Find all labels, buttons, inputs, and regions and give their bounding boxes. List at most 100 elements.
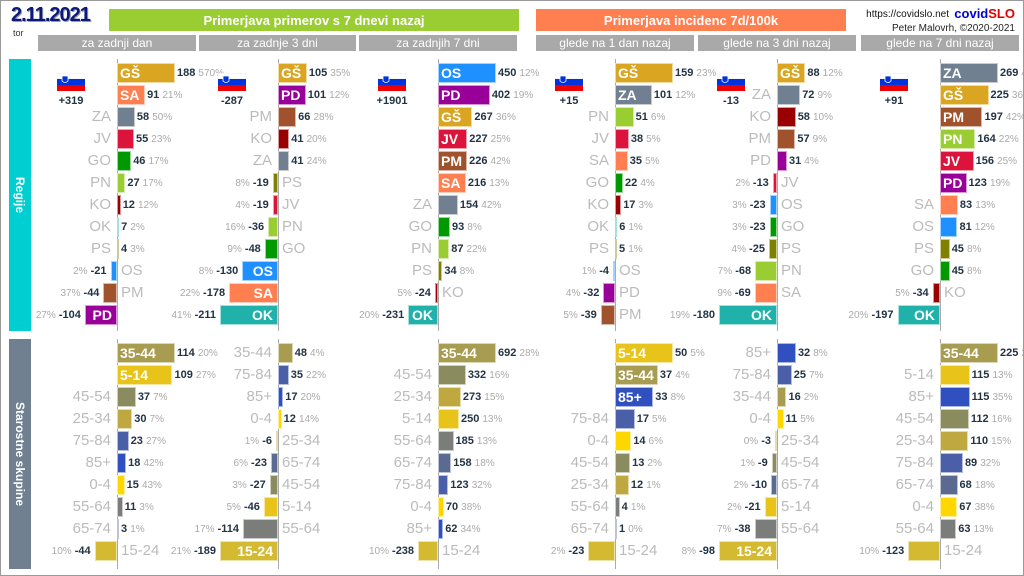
region-bar [438,173,466,193]
value: 115 [971,391,990,403]
age-bar [777,343,796,363]
age-bar [615,519,617,539]
value-label: 5% -24 [398,283,431,304]
value: 32 [797,347,811,359]
value-label: 188 570% [177,63,224,84]
value-label: 164 22% [977,129,1018,150]
value: 17 [285,391,298,403]
age-bar [754,519,777,539]
region-bar [940,173,967,193]
region-bar [615,239,617,259]
value-label: 21% -189 [171,541,216,562]
value: 89 [964,457,978,469]
age-bar [243,519,278,539]
age-bar [615,343,673,363]
region-bar [600,305,615,325]
value-label: 35 22% [291,365,326,386]
category-label: KO [442,284,464,301]
value-label: 68 18% [960,475,995,496]
category-label: 55-64 [72,498,111,515]
age-bar [438,519,444,539]
region-bar [615,195,622,215]
value-label: 4% -25 [732,239,765,260]
author: Peter Malovrh, ©2020-2021 [892,23,1015,34]
value: -27 [249,479,266,491]
age-bar [588,541,615,561]
percent-change: 42% [143,458,164,469]
value-label: 93 8% [452,217,482,238]
age-bar [269,475,278,495]
value: 30 [134,413,147,425]
percent-change: 17% [142,178,163,189]
axis-line [777,59,778,331]
bar-label: JV [441,131,459,147]
age-bar [117,519,119,539]
value: 46 [133,155,146,167]
percent-change: 36% [1011,90,1024,101]
age-bar [777,387,787,407]
percent-change: 13% [975,200,996,211]
value: 227 [469,133,488,145]
age-bar [940,365,970,385]
category-label: 15-24 [121,542,160,559]
age-bar [615,409,635,429]
category-label: 65-74 [282,454,321,471]
value-label: 81 12% [959,217,994,238]
category-label: 55-64 [282,520,321,537]
value: 197 [984,111,1003,123]
value: 450 [498,67,517,79]
value-label: 216 13% [468,173,509,194]
value-label: 16 2% [788,387,818,408]
age-bar [775,431,777,451]
percent-change: 8% [459,266,475,277]
value-label: 9% -48 [227,239,260,260]
age-bar [940,431,969,451]
category-label: ZA [91,108,111,125]
value: 37 [137,391,151,403]
percent-change: 28% [519,348,540,359]
percent-change: 23% [696,68,717,79]
percent-change: 4% [640,178,655,189]
value: -19 [252,177,269,189]
category-label: 65-74 [895,476,934,493]
axis-line [278,339,279,569]
value-label: 25 7% [794,365,824,386]
region-bar [272,173,278,193]
value-label: 87 22% [451,239,486,260]
value: 45 [951,265,964,277]
value: -69 [734,287,751,299]
percent-change: 2% [73,266,88,277]
percent-change: 2% [727,502,742,513]
percent-change: 15% [991,436,1012,447]
region-bar [434,283,438,303]
panel-header: za zadnje 3 dni [199,35,356,51]
region-bar [932,283,940,303]
percent-change: 22% [998,134,1019,145]
value: 58 [136,111,150,123]
value: 12 [630,479,644,491]
site-url[interactable]: https://covidslo.net [866,9,949,20]
category-label: 35-44 [732,388,771,405]
value: 81 [959,221,972,233]
percent-change: 22% [179,288,200,299]
category-label: 85+ [908,388,934,405]
value-label: 156 25% [976,151,1017,172]
category-label: PN [411,240,432,257]
region-bar [117,107,135,127]
value: 13 [632,457,645,469]
region-bar [615,107,634,127]
value-label: 158 18% [453,453,494,474]
value-label: 273 15% [463,387,504,408]
category-label: ZA [252,152,272,169]
percent-change: 25% [490,134,511,145]
category-label: OK [587,218,609,235]
category-label: 25-34 [570,476,609,493]
category-label: PM [619,306,642,323]
percent-change: 4% [675,370,690,381]
age-bar [276,431,278,451]
value-label: 18 42% [128,453,163,474]
value: 91 [147,89,160,101]
value-label: 110 15% [970,431,1011,452]
slovenia-flag-icon [716,72,746,91]
category-label: 15-24 [442,542,481,559]
